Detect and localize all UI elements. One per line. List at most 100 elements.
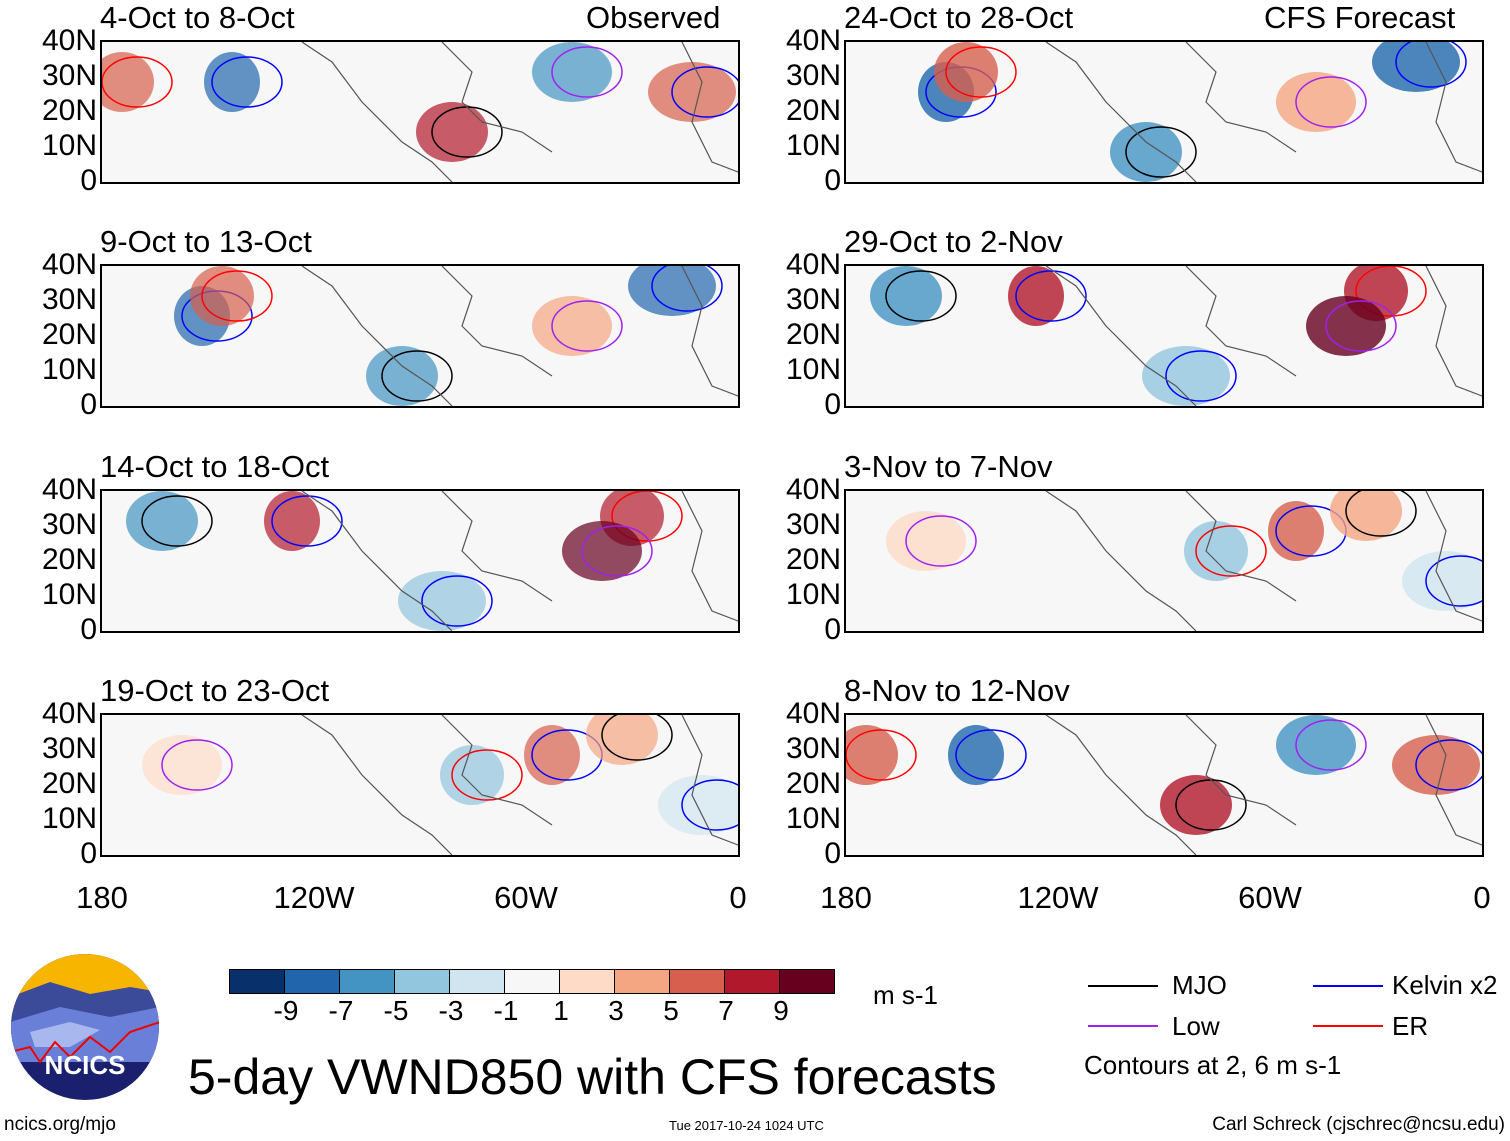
lat-label: 0 (80, 388, 97, 421)
colorbar-label: -7 (328, 995, 354, 1026)
lat-label: 40N (785, 24, 841, 57)
contour-note: Contours at 2, 6 m s-1 (1084, 1050, 1342, 1080)
footer-url[interactable]: ncics.org/mjo (4, 1114, 116, 1135)
anomaly-shading (1392, 735, 1480, 795)
lat-label: 40N (785, 697, 841, 730)
wave-contour (1125, 126, 1197, 178)
svg-text:NCICS: NCICS (45, 1050, 126, 1080)
lat-label: 30N (785, 59, 841, 92)
anomaly-shading (1402, 551, 1482, 611)
coastline (301, 715, 738, 855)
lat-label: 30N (41, 283, 97, 316)
wave-contour (671, 66, 738, 118)
map-panel (100, 264, 740, 408)
anomaly-shading (532, 296, 612, 356)
wave-contour (581, 525, 653, 577)
lat-label: 10N (785, 353, 841, 386)
lat-label: 0 (80, 837, 97, 870)
map-panel (100, 489, 740, 633)
colorbar-swatch (230, 970, 285, 993)
lat-label: 0 (80, 613, 97, 646)
anomaly-shading (1372, 42, 1460, 92)
colorbar-swatch (780, 970, 834, 993)
lon-label: 180 (76, 880, 128, 915)
coastline (301, 266, 738, 406)
anomaly-shading (440, 745, 504, 805)
wave-contour (611, 491, 683, 542)
lat-label: 0 (824, 164, 841, 197)
lat-label: 40N (41, 697, 97, 730)
footer-timestamp: Tue 2017-10-24 1024 UTC (669, 1118, 824, 1133)
colorbar-swatch (285, 970, 340, 993)
lat-label: 10N (41, 129, 97, 162)
colorbar-label: -3 (438, 995, 464, 1026)
coastline (1045, 715, 1482, 855)
legend-label-mjo: MJO (1172, 970, 1227, 1000)
lat-label: 0 (80, 164, 97, 197)
lon-label: 60W (1238, 880, 1302, 915)
legend-line-kelvin (1313, 985, 1383, 987)
anomaly-shading (190, 266, 254, 326)
lat-label: 20N (785, 318, 841, 351)
footer-author: Carl Schreck (cjschrec@ncsu.edu) (1212, 1114, 1505, 1135)
lat-label: 10N (785, 129, 841, 162)
lat-label: 30N (41, 508, 97, 541)
map-panel (844, 713, 1484, 857)
lat-label: 20N (41, 767, 97, 800)
legend-label-kelvin: Kelvin x2 (1392, 970, 1498, 1000)
anomaly-shading (398, 571, 486, 631)
wave-contour (211, 56, 283, 108)
map-panel (100, 40, 740, 184)
lon-label: 0 (1473, 880, 1491, 915)
wave-contour (141, 495, 213, 547)
map-panel (100, 713, 740, 857)
map-panel (844, 264, 1484, 408)
anomaly-shading (870, 266, 942, 326)
anomaly-shading (934, 42, 998, 102)
anomaly-shading (366, 346, 438, 406)
wave-contour (1295, 76, 1367, 128)
wave-contour (1395, 42, 1467, 88)
wave-contour (1345, 491, 1417, 537)
wave-contour (1325, 300, 1397, 352)
anomaly-shading (142, 735, 222, 795)
colorbar-label: -1 (493, 995, 519, 1026)
lat-label: 40N (785, 473, 841, 506)
anomaly-shading (886, 511, 966, 571)
wave-contour (1425, 555, 1482, 607)
wave-contour (945, 46, 1017, 98)
colorbar-label: 3 (608, 995, 624, 1026)
coastline (301, 42, 738, 182)
anomaly-shading (846, 725, 898, 785)
legend-label-er: ER (1392, 1011, 1429, 1041)
wave-contour (551, 300, 623, 352)
wave-contour (681, 779, 738, 831)
lon-label: 120W (273, 880, 355, 915)
wave-contour (102, 56, 173, 108)
lon-label: 60W (494, 880, 558, 915)
colorbar-swatch (450, 970, 505, 993)
lat-label: 20N (41, 318, 97, 351)
wave-contour (1355, 266, 1427, 317)
colorbar-label: 7 (718, 995, 734, 1026)
anomaly-shading (1110, 122, 1182, 182)
lat-label: 30N (785, 283, 841, 316)
colorbar-swatch (560, 970, 615, 993)
wave-contour (651, 266, 723, 312)
lat-label: 30N (785, 732, 841, 765)
anomaly-shading (1142, 346, 1230, 406)
lon-label: 180 (820, 880, 872, 915)
colorbar-label: -9 (273, 995, 299, 1026)
lon-label: 120W (1017, 880, 1099, 915)
wave-contour (161, 739, 233, 791)
anomaly-shading (1184, 521, 1248, 581)
panel-title: 9-Oct to 13-Oct (100, 224, 312, 259)
anomaly-shading (562, 521, 642, 581)
ncics-logo: NCICS (11, 954, 159, 1100)
anomaly-shading (1306, 296, 1386, 356)
wave-contour (421, 575, 493, 627)
wave-contour (885, 270, 957, 322)
panel-title: 29-Oct to 2-Nov (844, 224, 1063, 259)
legend-label-low: Low (1172, 1011, 1220, 1041)
lat-label: 40N (41, 473, 97, 506)
